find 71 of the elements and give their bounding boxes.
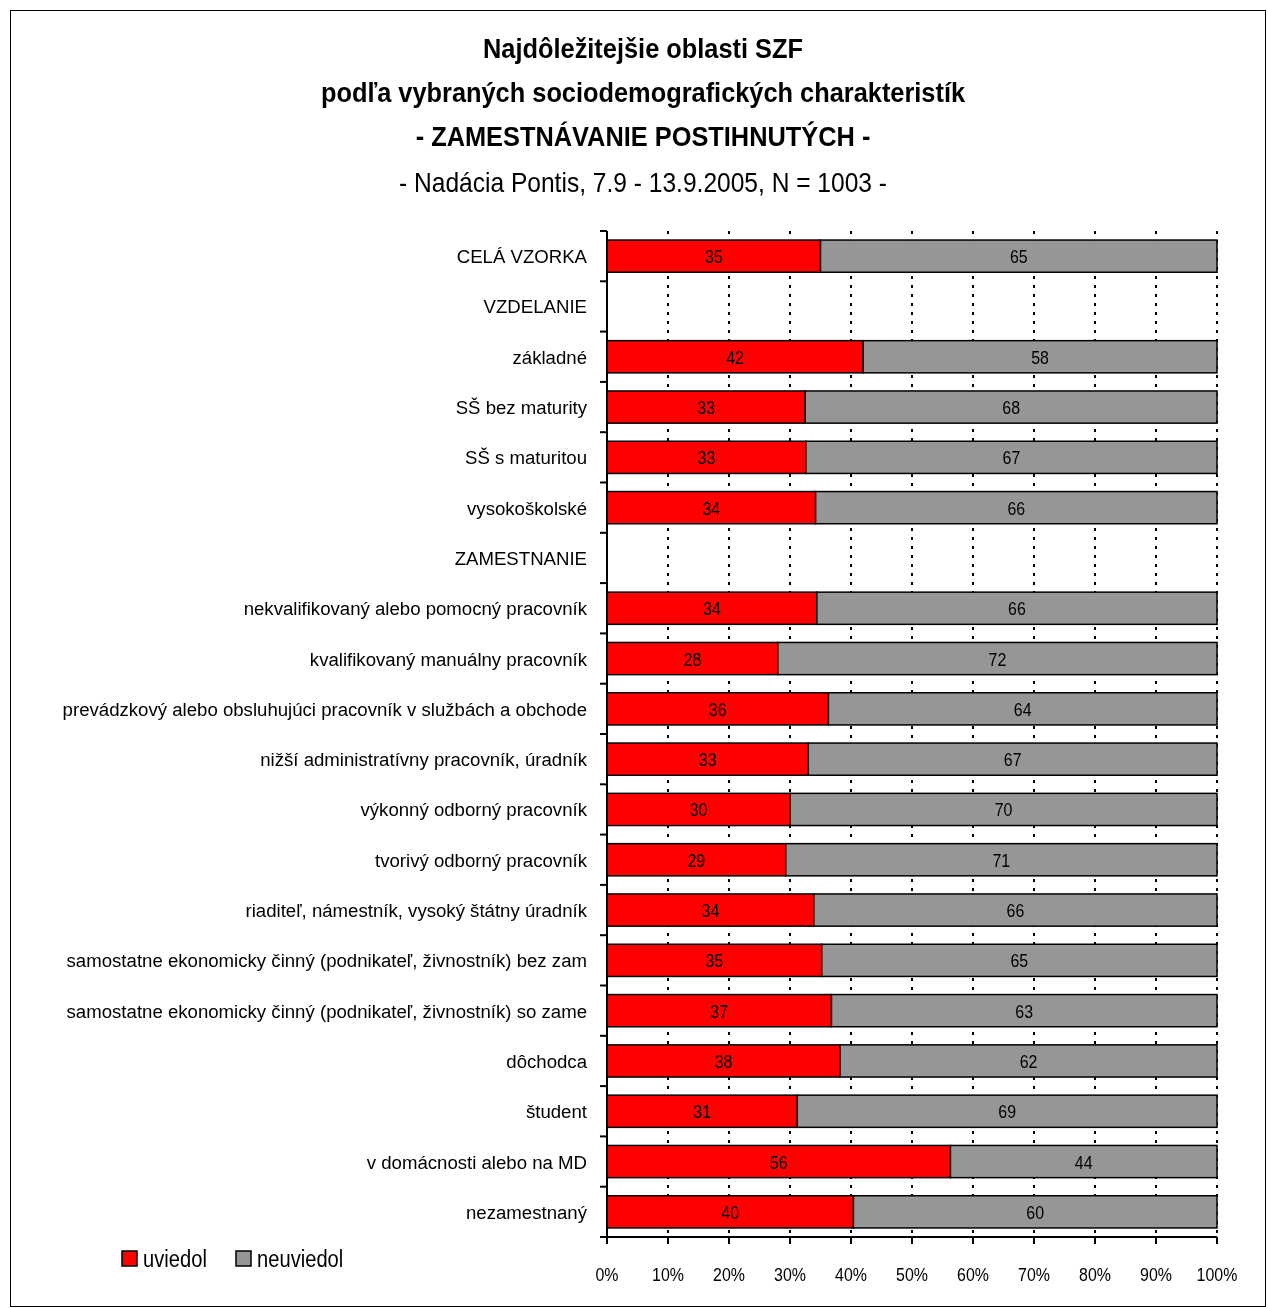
data-label: 33 [697,447,716,469]
data-label: 69 [998,1100,1017,1123]
data-label: 30 [689,799,708,821]
x-tick-label: 60% [957,1263,989,1286]
y-tick-label: nekvalifikovaný alebo pomocný pracovník [243,598,588,620]
y-tick-label: výkonný odborný pracovník [360,799,588,821]
y-tick-label: VZDELANIE [483,296,587,318]
data-label: 67 [1002,447,1021,469]
y-tick-label: prevádzkový alebo obsluhujúci pracovník v službách a obchode [62,698,587,720]
y-tick-label: študent [525,1101,588,1123]
data-label: 63 [1015,1000,1034,1022]
data-label: 33 [698,748,717,771]
data-label: 56 [769,1151,788,1173]
data-label: 34 [703,597,722,620]
y-tick-label: samostatne ekonomicky činný (podnikateľ, živnostník) bez zam [66,950,587,972]
x-tick-label: 30% [774,1263,806,1286]
y-tick-label: základné [512,346,587,368]
data-label: 33 [697,396,715,419]
chart-subtitle: - Nadácia Pontis, 7.9 - 13.9.2005, N = 1003 - [399,167,887,198]
x-tick-label: 0% [595,1263,619,1286]
legend-label: neuviedol [257,1245,344,1273]
data-label: 34 [701,899,720,922]
data-label: 62 [1019,1050,1038,1073]
legend-label: uviedol [143,1245,207,1273]
x-tick-label: 50% [896,1263,928,1286]
y-tick-label: dôchodca [506,1050,588,1072]
data-label: 65 [1009,245,1028,268]
x-tick-label: 80% [1079,1263,1111,1286]
data-label: 71 [992,849,1011,872]
y-tick-label: samostatne ekonomicky činný (podnikateľ, živnostník) so zame [66,1000,587,1022]
data-label: 35 [705,950,724,972]
data-label: 70 [994,799,1013,821]
data-label: 35 [704,245,723,268]
data-label: 42 [726,346,744,369]
data-label: 65 [1010,950,1029,972]
y-tick-label: nezamestnaný [465,1201,588,1223]
y-tick-label: v domácnosti alebo na MD [366,1151,587,1173]
data-label: 60 [1026,1201,1045,1224]
x-tick-label: 100% [1196,1263,1238,1286]
data-label: 38 [714,1050,733,1073]
data-label: 66 [1007,497,1026,519]
data-label: 67 [1003,748,1022,771]
data-label: 72 [988,648,1007,670]
data-label: 31 [693,1100,712,1123]
y-tick-label: CELÁ VZORKA [456,245,588,268]
y-tick-label: SŠ bez maturity [455,396,588,419]
x-tick-label: 10% [652,1263,684,1286]
y-tick-label: tvorivý odborný pracovník [374,849,588,871]
data-label: 64 [1013,698,1032,721]
data-label: 34 [702,497,721,519]
y-tick-label: nižší administratívny pracovník, úradník [260,748,588,771]
x-tick-label: 90% [1140,1263,1172,1286]
data-label: 37 [710,1000,729,1022]
data-label: 29 [687,849,706,872]
data-label: 40 [721,1201,740,1224]
x-tick-label: 20% [713,1263,745,1286]
data-label: 58 [1031,346,1049,369]
y-tick-label: ZAMESTNANIE [454,547,587,569]
chart-title: Najdôležitejšie oblasti SZF podľa vybraných sociodemografických charakteristík - ZAMESTNÁVANIE POSTIHNUTÝCH - [320,33,966,153]
y-tick-label: kvalifikovaný manuálny pracovník [309,648,588,670]
y-tick-label: vysokoškolské [467,497,587,519]
x-tick-label: 40% [835,1263,867,1286]
data-label: 28 [683,648,702,670]
data-label: 44 [1074,1151,1093,1173]
data-label: 36 [708,698,727,721]
y-tick-label: SŠ s maturitou [464,447,587,469]
data-label: 68 [1002,396,1020,419]
data-label: 66 [1006,899,1025,922]
x-tick-label: 70% [1018,1263,1050,1286]
data-label: 66 [1008,597,1026,620]
y-tick-label: riaditeľ, námestník, vysoký štátny úradník [245,899,588,922]
